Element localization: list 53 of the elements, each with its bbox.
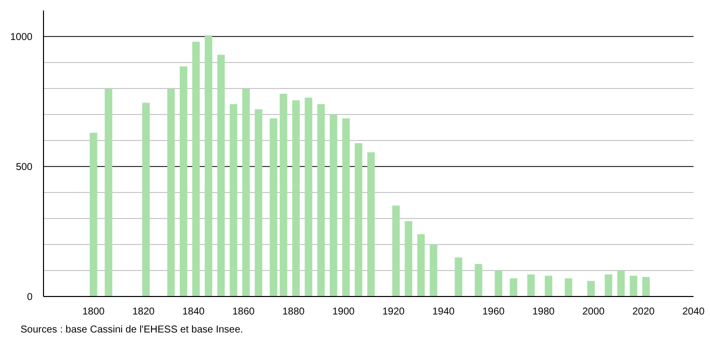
x-tick-label: 1960 bbox=[482, 306, 506, 318]
bar bbox=[254, 109, 262, 296]
source-note: Sources : base Cassini de l'EHESS et base Insee. bbox=[20, 324, 244, 336]
bar bbox=[330, 114, 338, 296]
bar bbox=[544, 276, 552, 296]
bar bbox=[317, 104, 325, 296]
bar bbox=[404, 221, 412, 296]
bar bbox=[454, 258, 462, 296]
bar bbox=[192, 42, 200, 296]
x-tick-label: 1840 bbox=[182, 306, 206, 318]
x-tick-label: 1860 bbox=[232, 306, 256, 318]
bar bbox=[242, 88, 250, 296]
y-tick-label: 0 bbox=[26, 292, 33, 303]
x-tick-label: 2020 bbox=[632, 306, 656, 318]
bar bbox=[392, 206, 400, 296]
bar bbox=[474, 264, 482, 296]
bar bbox=[587, 280, 595, 296]
bar bbox=[417, 234, 425, 296]
bar bbox=[230, 104, 238, 296]
x-tick-label: 1980 bbox=[532, 306, 556, 318]
bar bbox=[354, 143, 362, 296]
bar bbox=[642, 277, 650, 296]
bar bbox=[304, 98, 312, 296]
x-tick-label: 1900 bbox=[332, 306, 356, 318]
x-tick-label: 1920 bbox=[382, 306, 406, 318]
x-tick-label: 1940 bbox=[432, 306, 456, 318]
bar bbox=[270, 118, 278, 296]
x-tick-label: 1800 bbox=[82, 306, 106, 318]
bar bbox=[280, 94, 288, 296]
x-tick-label: 1880 bbox=[282, 306, 306, 318]
bar bbox=[430, 244, 438, 296]
bar bbox=[494, 270, 502, 296]
bar bbox=[617, 270, 625, 296]
x-tick-label: 2000 bbox=[582, 306, 606, 318]
bar bbox=[527, 274, 535, 296]
bar bbox=[292, 100, 300, 296]
bar bbox=[367, 152, 375, 296]
bar bbox=[564, 278, 572, 296]
bar bbox=[142, 102, 150, 296]
bar bbox=[342, 118, 350, 296]
x-tick-label: 2040 bbox=[682, 306, 706, 318]
bar bbox=[90, 132, 98, 296]
bar bbox=[204, 35, 212, 296]
bar bbox=[604, 274, 612, 296]
bar bbox=[180, 66, 188, 296]
bar bbox=[104, 88, 112, 296]
bar bbox=[630, 276, 638, 296]
bar bbox=[510, 278, 518, 296]
bar bbox=[167, 88, 175, 296]
x-tick-label: 1820 bbox=[132, 306, 156, 318]
bar bbox=[217, 54, 225, 296]
y-tick-label: 500 bbox=[16, 162, 33, 173]
y-tick-label: 1000 bbox=[10, 32, 33, 43]
